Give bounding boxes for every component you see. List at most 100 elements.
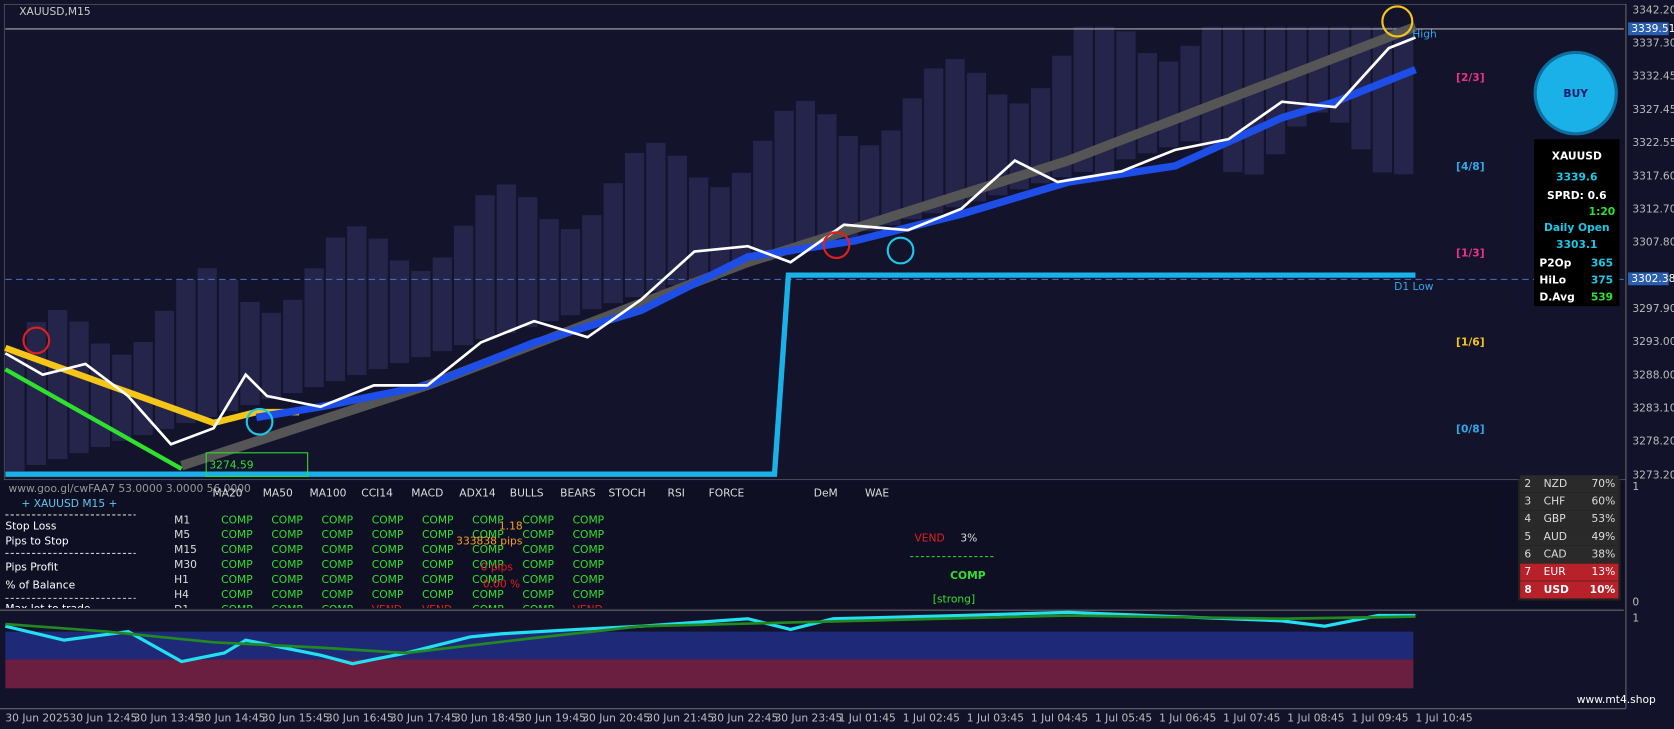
cloud-bar xyxy=(1009,103,1029,190)
time-tick: 1 Jul 08:45 xyxy=(1287,711,1344,724)
column-header: CCI14 xyxy=(361,486,393,499)
timeframe: H1 xyxy=(174,573,189,586)
sell-marker xyxy=(822,231,851,260)
risk-overlay: 0.00 % xyxy=(483,577,520,590)
price-marker-bg xyxy=(1628,272,1669,286)
signal-cell: COMP xyxy=(271,513,303,526)
sub-axis-label: 0 xyxy=(1632,596,1639,609)
cloud-bar xyxy=(924,68,944,214)
risk-overlay: 333838 pips xyxy=(456,535,523,548)
stat-value: 539 xyxy=(1591,291,1613,304)
cloud-bar xyxy=(1094,26,1115,175)
timeframe: M1 xyxy=(174,513,190,526)
price-tick: 3297.90 xyxy=(1632,302,1674,315)
signal-cell: COMP xyxy=(522,603,554,616)
signal-cell: COMP xyxy=(573,528,605,541)
panel-title: + XAUUSD M15 + xyxy=(21,497,117,510)
timeframe: H4 xyxy=(174,588,189,601)
strength-rank: 3 xyxy=(1524,495,1531,508)
time-tick: 1 Jul 02:45 xyxy=(903,711,960,724)
trend-band xyxy=(180,22,1418,471)
time-tick: 30 Jun 2025 xyxy=(5,711,69,724)
time-tick: 30 Jun 20:45 xyxy=(582,711,650,724)
cloud-bar xyxy=(859,145,880,232)
cloud-bar xyxy=(1137,53,1157,154)
signal-cell: COMP xyxy=(522,558,554,571)
cloud-bar xyxy=(69,321,89,454)
sub-axis-label: 1 xyxy=(1632,612,1639,625)
signal-cell: COMP xyxy=(271,543,303,556)
cloud-bar xyxy=(283,299,303,394)
signal-cell: VEND xyxy=(372,603,402,616)
panel-daily-open: 3303.1 xyxy=(1556,238,1597,251)
strength-row xyxy=(1520,492,1619,511)
cloud-bar xyxy=(475,195,495,340)
time-tick: 30 Jun 12:45 xyxy=(69,711,137,724)
cloud-bar xyxy=(90,343,111,448)
cloud-bar xyxy=(1201,26,1222,149)
signal-cell: COMP xyxy=(322,588,354,601)
signal-cell: COMP xyxy=(472,573,504,586)
price-tick: 3307.80 xyxy=(1632,235,1674,248)
signal-cell: COMP xyxy=(422,528,454,541)
cloud xyxy=(5,26,1414,472)
strength-pct: 70% xyxy=(1592,477,1616,490)
verdict-result: COMP xyxy=(950,569,986,582)
time-tick: 30 Jun 17:45 xyxy=(390,711,458,724)
strength-pct: 49% xyxy=(1592,530,1616,543)
cloud-bar xyxy=(966,72,987,202)
buy-marker xyxy=(886,236,915,265)
price-marker: 3339.51 xyxy=(1631,22,1674,35)
signal-cell: COMP xyxy=(372,543,404,556)
signal-cell: COMP xyxy=(322,528,354,541)
price-tick: 3327.45 xyxy=(1632,103,1674,116)
zone-lower xyxy=(5,659,1414,689)
cloud-bar xyxy=(753,140,773,262)
price-tick: 3322.55 xyxy=(1632,136,1674,149)
cloud-bar xyxy=(411,270,431,358)
signal-cell: COMP xyxy=(573,543,605,556)
panel-price: 3339.6 xyxy=(1556,171,1597,184)
risk-overlay: 0 pips xyxy=(481,560,514,573)
cloud-bar xyxy=(1052,55,1072,178)
risk-overlay: 1.18 xyxy=(499,520,523,533)
cloud-bar xyxy=(1159,61,1179,148)
indicator-panel xyxy=(0,481,1624,609)
symbol-label: XAUUSD,M15 xyxy=(19,5,90,18)
strength-row xyxy=(1520,475,1619,493)
strength-ccy: EUR xyxy=(1544,565,1567,578)
buy-label[interactable]: BUY xyxy=(1563,87,1588,100)
d1-low-line xyxy=(5,272,1416,477)
strength-pct: 60% xyxy=(1592,495,1616,508)
cloud-bar xyxy=(838,136,858,238)
cloud-bar xyxy=(945,59,965,208)
signal-cell: COMP xyxy=(271,603,303,616)
time-tick: 30 Jun 13:45 xyxy=(134,711,202,724)
target-marker xyxy=(1381,5,1414,38)
price-tick: 3312.70 xyxy=(1632,202,1674,215)
timeframe: D1 xyxy=(174,603,189,616)
strength-row xyxy=(1520,510,1619,528)
cloud-bar xyxy=(881,130,901,226)
signal-cell: COMP xyxy=(522,513,554,526)
cloud-bar xyxy=(197,268,217,418)
cloud-bar xyxy=(218,280,239,412)
signal-cell: COMP xyxy=(472,588,504,601)
time-tick: 30 Jun 16:45 xyxy=(326,711,394,724)
panel-symbol: XAUUSD xyxy=(1552,149,1602,162)
signal-cell: COMP xyxy=(322,573,354,586)
strength-ccy: GBP xyxy=(1544,512,1567,525)
timeframe: M5 xyxy=(174,528,190,541)
cloud-bar xyxy=(560,229,581,316)
buy-button[interactable] xyxy=(1533,50,1618,136)
column-header: MA20 xyxy=(212,486,242,499)
column-header: FORCE xyxy=(709,486,745,499)
cloud-bar xyxy=(1073,26,1093,172)
time-tick: 30 Jun 23:45 xyxy=(775,711,843,724)
price-tick: 3332.45 xyxy=(1632,69,1674,82)
cloud-bar xyxy=(368,238,388,370)
cloud-bar xyxy=(176,279,196,424)
cloud-bar xyxy=(240,302,260,406)
strength-rank: 8 xyxy=(1524,583,1531,596)
signal-cell: COMP xyxy=(221,558,253,571)
